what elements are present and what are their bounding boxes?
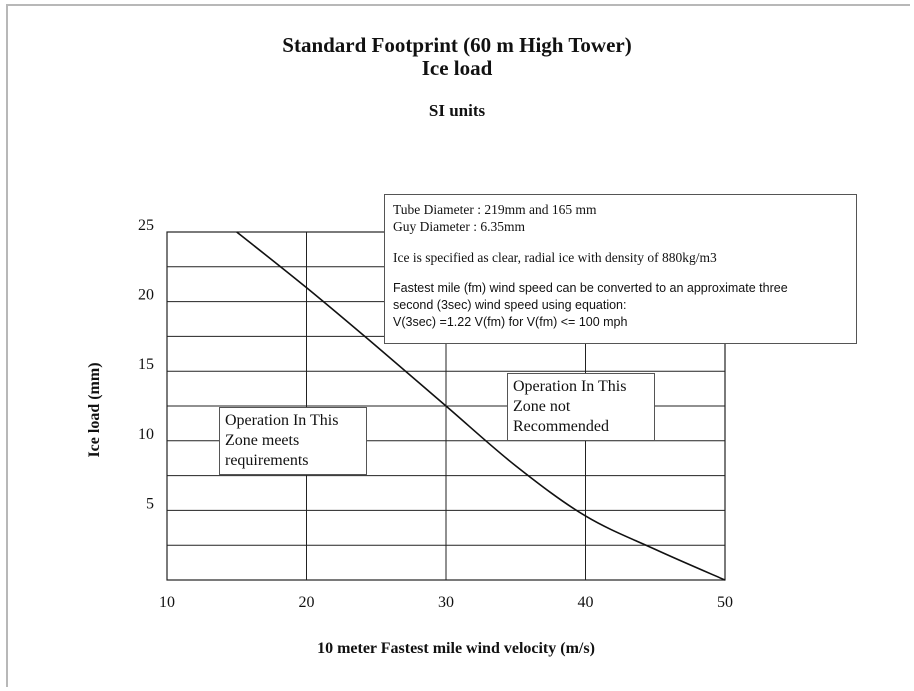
zone-bad-line-2: Zone not bbox=[513, 398, 571, 415]
x-tick-labels: 10 20 30 40 50 bbox=[159, 594, 733, 611]
x-tick-label: 10 bbox=[159, 594, 175, 611]
y-tick-label: 10 bbox=[138, 426, 154, 443]
zone-ok-line-3: requirements bbox=[225, 452, 309, 469]
info-guy-diameter: Guy Diameter : 6.35mm bbox=[393, 219, 525, 234]
info-tube-diameter: Tube Diameter : 219mm and 165 mm bbox=[393, 202, 597, 217]
info-equation: V(3sec) =1.22 V(fm) for V(fm) <= 100 mph bbox=[393, 315, 628, 329]
y-tick-label: 5 bbox=[146, 495, 154, 512]
zone-bad-line-1: Operation In This bbox=[513, 378, 627, 395]
info-conversion-2: second (3sec) wind speed using equation: bbox=[393, 298, 627, 312]
zone-ok-line-2: Zone meets bbox=[225, 432, 300, 449]
figure-frame bbox=[6, 4, 910, 687]
x-tick-label: 50 bbox=[717, 594, 733, 611]
zone-bad-line-3: Recommended bbox=[513, 418, 609, 435]
x-tick-label: 40 bbox=[578, 594, 594, 611]
ice-load-curve bbox=[236, 231, 726, 581]
x-tick-label: 20 bbox=[299, 594, 315, 611]
y-axis-label: Ice load (mm) bbox=[86, 362, 103, 457]
units-label: SI units bbox=[428, 101, 486, 120]
y-tick-labels: 5 10 15 20 25 bbox=[138, 217, 154, 512]
chart-subtitle: Ice load bbox=[421, 56, 493, 80]
chart-title: Standard Footprint (60 m High Tower) bbox=[282, 33, 632, 57]
zone-not-recommended-label: Operation In This Zone not Recommended bbox=[507, 373, 655, 441]
info-ice-spec: Ice is specified as clear, radial ice wi… bbox=[393, 250, 717, 265]
info-box: Tube Diameter : 219mm and 165 mm Guy Dia… bbox=[384, 194, 857, 344]
y-tick-label: 20 bbox=[138, 287, 154, 304]
y-tick-label: 15 bbox=[138, 356, 154, 373]
zone-ok-line-1: Operation In This bbox=[225, 412, 339, 429]
x-tick-label: 30 bbox=[438, 594, 454, 611]
zone-meets-requirements-label: Operation In This Zone meets requirement… bbox=[219, 407, 367, 475]
y-tick-label: 25 bbox=[138, 217, 154, 234]
info-conversion-1: Fastest mile (fm) wind speed can be conv… bbox=[393, 281, 788, 295]
x-axis-label: 10 meter Fastest mile wind velocity (m/s… bbox=[317, 640, 595, 657]
